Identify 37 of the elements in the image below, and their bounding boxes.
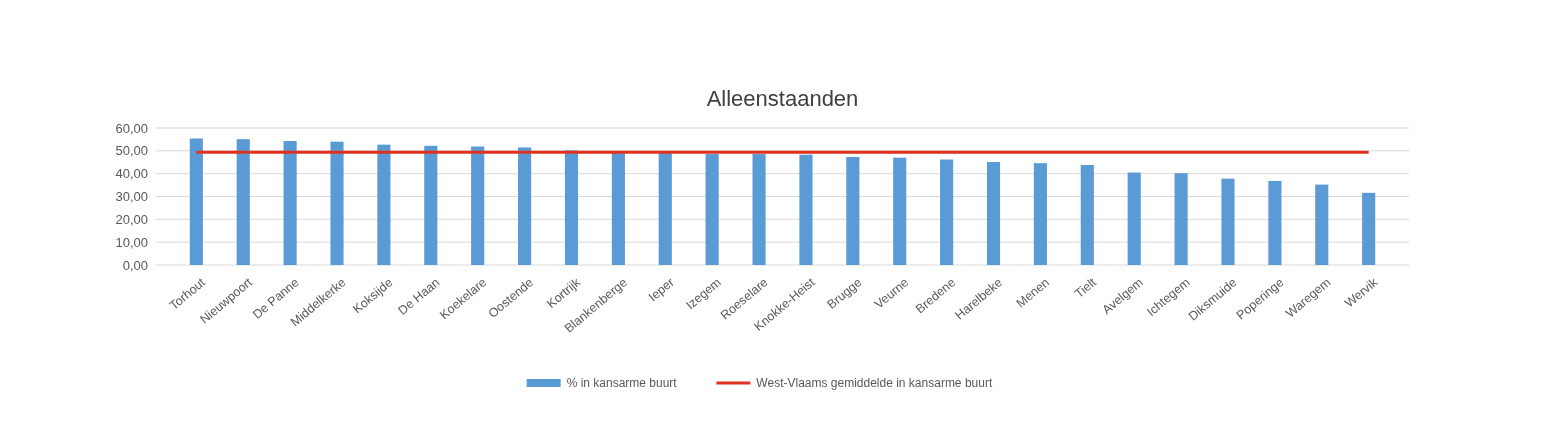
y-tick-label: 60,00 (115, 120, 148, 136)
bar (986, 162, 1001, 265)
bar (705, 154, 719, 265)
bar (799, 154, 813, 265)
x-tick-label: Tielt (1072, 274, 1100, 301)
bar (1221, 178, 1235, 265)
bar (564, 150, 579, 265)
bar (189, 138, 203, 265)
y-tick-label: 10,00 (115, 234, 148, 250)
bar (940, 159, 954, 265)
bar (377, 144, 391, 265)
bar (330, 141, 344, 265)
bar (1033, 163, 1047, 265)
bar (1268, 180, 1282, 265)
bar (471, 146, 485, 265)
bar (236, 139, 250, 265)
chart-title: Alleenstaanden (706, 86, 859, 111)
bar (752, 154, 766, 265)
bar (611, 152, 625, 265)
bar (1080, 164, 1094, 265)
y-tick-label: 40,00 (115, 166, 148, 182)
bar (893, 157, 907, 265)
bar (283, 141, 297, 265)
y-tick-label: 20,00 (115, 211, 148, 227)
bar (658, 152, 672, 265)
y-tick-label: 0,00 (122, 257, 148, 273)
bar (846, 157, 860, 265)
bar (1362, 192, 1376, 265)
bar (1127, 172, 1141, 265)
bar (1174, 173, 1188, 265)
legend-label: West-Vlaams gemiddelde in kansarme buurt (756, 376, 993, 391)
bar (1315, 184, 1329, 265)
y-tick-label: 30,00 (115, 189, 148, 205)
bar (518, 147, 532, 265)
y-tick-label: 50,00 (115, 143, 148, 159)
legend-label: % in kansarme buurt (566, 376, 678, 391)
bar (424, 145, 438, 265)
